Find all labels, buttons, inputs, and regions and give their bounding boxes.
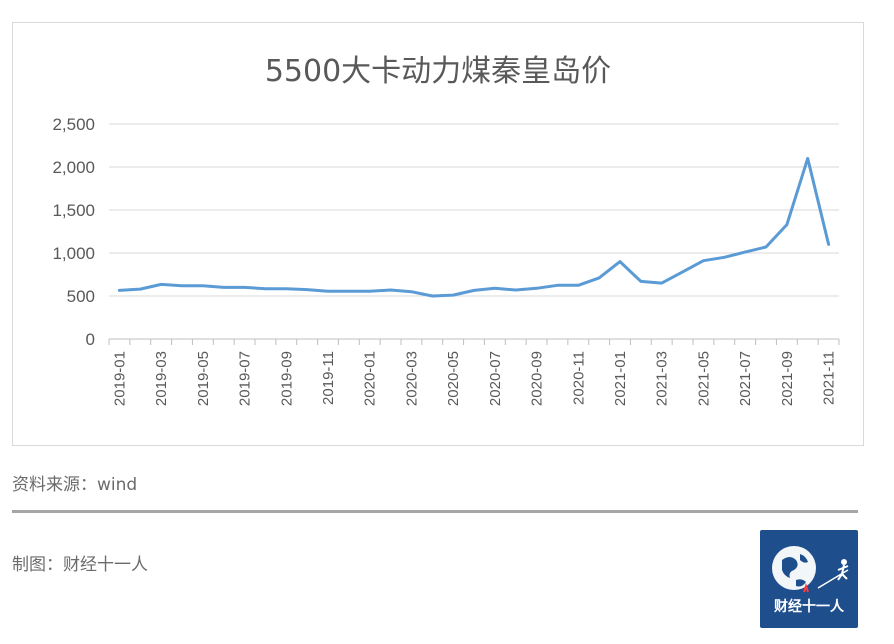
y-tick-label: 1,000 [52,244,95,263]
credit-note: 制图：财经十一人 [12,555,148,575]
x-tick-label: 2019-09 [278,351,295,406]
x-tick-label: 2019-11 [320,351,337,405]
x-tick-label: 2021-01 [612,351,629,406]
y-axis-ticks: 0 500 1,000 1,500 2,000 2,500 [52,115,95,349]
x-tick-label: 2019-03 [153,351,170,406]
grid-layer [108,123,840,345]
x-tick-label: 2021-03 [654,351,671,406]
chart-frame: 5500大卡动力煤秦皇岛价 0 500 1,000 1,500 2,000 2,500 2… [12,22,864,446]
x-tick-label: 2021-05 [695,351,712,406]
x-tick-label: 2020-01 [362,351,379,406]
series-layer [117,156,831,298]
logo-text: 财经十一人 [774,599,844,615]
brand-logo: 财经十一人 [760,530,858,628]
x-axis-ticks: 2019-01 2019-03 2019-05 2019-07 2019-09 2019-… [111,351,837,406]
source-note: 资料来源：wind [12,475,138,495]
x-tick-label: 2020-11 [570,351,587,405]
y-tick-label: 0 [86,330,95,349]
line-chart: 5500大卡动力煤秦皇岛价 0 500 1,000 1,500 2,000 2,500 2… [52,54,840,406]
x-tick-label: 2021-09 [779,351,796,406]
series-line [117,156,831,298]
x-tick-label: 2020-03 [403,351,420,406]
x-tick-label: 2021-07 [737,351,754,406]
chart-title: 5500大卡动力煤秦皇岛价 [265,54,611,89]
y-tick-label: 2,000 [52,158,95,177]
y-tick-label: 500 [67,287,95,306]
x-tick-label: 2020-05 [445,351,462,406]
globe-icon [772,546,849,593]
x-tick-label: 2019-07 [237,351,254,406]
y-tick-label: 2,500 [52,115,95,134]
x-tick-label: 2019-01 [111,351,128,406]
divider [12,510,858,513]
x-tick-label: 2019-05 [195,351,212,406]
x-tick-label: 2020-09 [529,351,546,406]
y-tick-label: 1,500 [52,201,95,220]
x-tick-label: 2020-07 [487,351,504,406]
x-tick-label: 2021-11 [821,351,838,405]
